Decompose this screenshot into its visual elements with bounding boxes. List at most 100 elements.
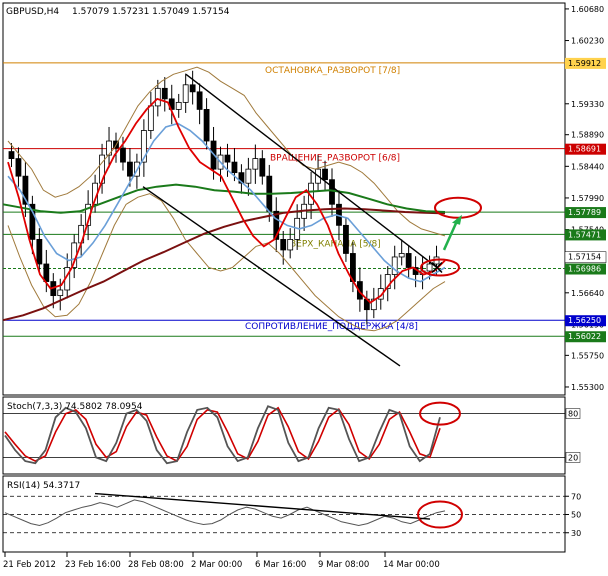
candle-body	[57, 289, 64, 297]
candle-body	[22, 175, 29, 205]
price-tick-label: 1.60230	[571, 37, 604, 46]
candle-body	[147, 105, 154, 131]
candle-body	[343, 224, 349, 254]
x-tick-label: 6 Mar 16:00	[255, 560, 306, 570]
candle-body	[15, 158, 22, 177]
candle-body	[238, 172, 245, 184]
candle-body	[36, 239, 43, 265]
ma-fast-line	[7, 97, 446, 304]
candle-body	[426, 263, 433, 272]
candle-body	[140, 130, 147, 163]
candle-body	[127, 161, 133, 177]
stoch-tick-label: 20	[568, 453, 578, 462]
price-tick-label: 1.57990	[571, 194, 604, 203]
level-label: СОПРОТИВЛЕНИЕ_ПОДДЕРЖКА [4/8]	[245, 322, 418, 332]
x-tick-label: 21 Feb 2012	[3, 560, 56, 570]
candle-body	[252, 158, 259, 170]
channel-upper-line	[185, 73, 438, 269]
bollinger-lower-line	[7, 193, 446, 332]
stoch-tick-label: 80	[568, 410, 578, 419]
candle-body	[29, 203, 36, 240]
level-price-label: 1.59912	[568, 59, 601, 68]
ohlc-label: 1.57079 1.57231 1.57049 1.57154	[72, 7, 230, 17]
candle-body	[161, 87, 168, 100]
rsi-line	[4, 499, 446, 527]
level-price-box	[565, 207, 606, 219]
level-price-label: 1.56022	[568, 332, 601, 341]
level-price-box	[565, 331, 606, 343]
rsi-tick-label: 50	[571, 511, 581, 520]
stoch-panel	[2, 396, 566, 475]
level-price-label: 1.56986	[568, 264, 601, 273]
level-price-label: 1.56250	[568, 316, 601, 325]
current-price-box	[564, 251, 607, 263]
candle-body	[154, 87, 161, 107]
stoch-circle	[419, 401, 461, 426]
stoch-tick-box	[565, 452, 581, 463]
price-tick-label: 1.58440	[571, 162, 604, 171]
level-price-label: 1.58691	[568, 145, 601, 154]
rsi-header: RSI(14) 54.3717	[7, 481, 80, 491]
level-price-label: 1.57471	[568, 230, 601, 239]
candle-body	[175, 101, 182, 110]
candle-body	[43, 263, 50, 282]
candle-body	[329, 179, 335, 205]
candle-body	[8, 151, 15, 159]
level-price-box	[565, 263, 606, 275]
level-price-label: 1.57789	[568, 208, 601, 217]
x-tick-label: 23 Feb 16:00	[65, 560, 121, 570]
level-price-box	[565, 57, 606, 69]
price-tick-label: 1.59330	[571, 100, 604, 109]
candle-body	[189, 84, 196, 93]
candle-body	[356, 281, 363, 300]
rsi-panel	[2, 475, 566, 553]
candle-body	[231, 161, 238, 174]
level-label: ОСТАНОВКА_РАЗВОРОТ [7/8]	[265, 66, 400, 76]
candle-body	[322, 168, 328, 181]
breakout-circle	[420, 258, 460, 277]
x-tick-label: 28 Feb 08:00	[128, 560, 184, 570]
candle-body	[287, 239, 294, 251]
candle-body	[224, 154, 231, 163]
stoch-tick-box	[565, 408, 581, 419]
stoch-header: Stoch(7,3,3) 74.5802 78.0954	[7, 402, 143, 412]
level-label: ВРАЩЕНИЕ_РАЗВОРОТ [6/8]	[270, 154, 400, 164]
candle-body	[203, 109, 210, 142]
candle-body	[259, 158, 266, 177]
candle-body	[196, 91, 203, 110]
candle-body	[384, 274, 391, 289]
ma-brown-line	[2, 207, 446, 322]
candle-body	[273, 210, 280, 240]
candle-body	[120, 147, 126, 163]
level-price-box	[565, 315, 606, 327]
rsi-circle	[417, 500, 463, 529]
candle-body	[182, 84, 189, 103]
candle-body	[280, 239, 287, 251]
x-tick-label: 9 Mar 08:00	[318, 560, 369, 570]
cross-mark	[431, 261, 443, 274]
price-tick-label: 1.55300	[571, 383, 604, 392]
target-circle	[434, 196, 482, 219]
candle-body	[370, 298, 377, 311]
price-tick-label: 1.56640	[571, 289, 604, 298]
ma-green-line	[2, 183, 446, 214]
price-tick-label: 1.58890	[571, 131, 604, 140]
ma-mid-line	[7, 122, 446, 283]
symbol-label: GBPUSD,H4	[6, 7, 59, 17]
rsi-trend-line	[94, 492, 431, 520]
candle-body	[391, 256, 398, 275]
channel-lower-line	[142, 186, 401, 367]
candle-body	[245, 168, 252, 184]
rsi-tick-label: 70	[571, 492, 581, 501]
level-price-box	[565, 143, 606, 155]
price-tick-label: 1.60680	[571, 5, 604, 14]
candle-body	[405, 253, 412, 268]
stoch-main-line	[4, 405, 441, 465]
x-tick-label: 14 Mar 00:00	[383, 560, 440, 570]
current-price-label: 1.57154	[568, 253, 601, 262]
price-tick-label: 1.55750	[571, 351, 604, 360]
x-tick-label: 2 Mar 00:00	[191, 560, 242, 570]
forecast-arrow-line	[442, 218, 460, 251]
rsi-tick-label: 30	[571, 529, 581, 538]
